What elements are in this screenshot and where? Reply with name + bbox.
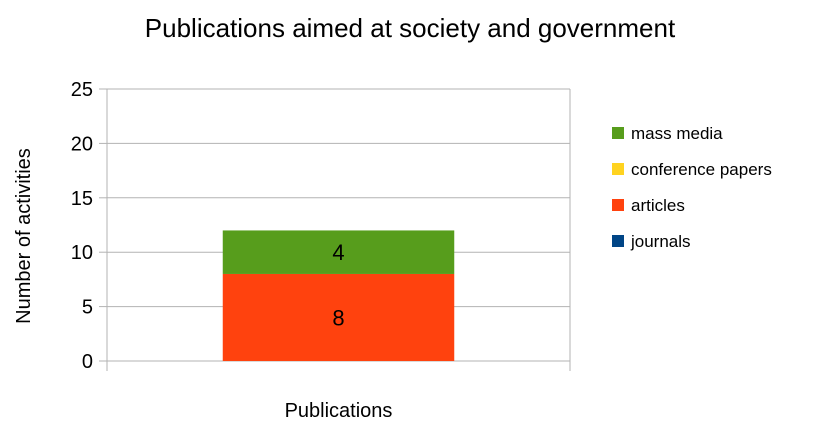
legend: mass media conference papers articles journ…: [612, 124, 772, 251]
legend-label: articles: [631, 196, 685, 215]
y-tick-label: 25: [71, 79, 93, 101]
legend-label: mass media: [631, 124, 723, 143]
y-tick-label: 20: [71, 133, 93, 155]
legend-label: journals: [630, 232, 691, 251]
legend-swatch: [612, 235, 624, 247]
y-tick-label: 5: [82, 297, 93, 319]
bar-segment-mass-media: [222, 230, 455, 274]
axes: 0 5 10 15 20 25 Publications: [71, 79, 571, 421]
y-tick-label: 10: [71, 242, 93, 264]
chart-title: Publications aimed at society and govern…: [145, 13, 676, 43]
legend-swatch: [612, 199, 624, 211]
legend-swatch: [612, 127, 624, 139]
data-label: 4: [332, 240, 344, 265]
y-tick-label: 15: [71, 188, 93, 210]
bars: 84: [222, 230, 455, 361]
data-label: 8: [332, 305, 344, 330]
legend-label: conference papers: [631, 160, 772, 179]
y-tick-label: 0: [82, 351, 93, 373]
legend-swatch: [612, 163, 624, 175]
y-axis-label: Number of activities: [13, 148, 35, 324]
x-category-label: Publications: [285, 400, 393, 421]
bar-segment-articles: [222, 273, 455, 361]
